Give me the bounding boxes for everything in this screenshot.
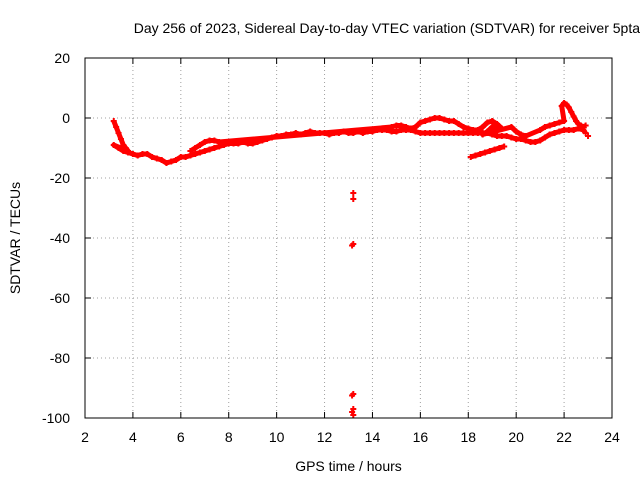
x-tick-label: 24 bbox=[604, 429, 620, 445]
y-tick-label: -40 bbox=[50, 230, 70, 246]
x-tick-label: 16 bbox=[413, 429, 429, 445]
x-tick-label: 6 bbox=[177, 429, 185, 445]
data-point bbox=[349, 242, 356, 249]
series-upper-band bbox=[187, 100, 589, 154]
grid-layer bbox=[85, 58, 612, 418]
series-main-band bbox=[110, 118, 589, 166]
y-tick-label: 0 bbox=[62, 110, 70, 126]
x-tick-label: 10 bbox=[269, 429, 285, 445]
data-point bbox=[350, 190, 357, 196]
x-tick-label: 20 bbox=[508, 429, 524, 445]
data-point bbox=[350, 196, 357, 202]
x-tick-label: 12 bbox=[317, 429, 333, 445]
x-tick-label: 4 bbox=[129, 429, 137, 445]
x-tick-label: 8 bbox=[225, 429, 233, 445]
x-axis-label: GPS time / hours bbox=[295, 458, 402, 474]
y-tick-label: -100 bbox=[42, 410, 70, 426]
x-tick-label: 18 bbox=[460, 429, 476, 445]
x-tick-label: 2 bbox=[81, 429, 89, 445]
x-tick-label: 22 bbox=[556, 429, 572, 445]
y-tick-label: 20 bbox=[54, 50, 70, 66]
x-tick-label: 14 bbox=[365, 429, 381, 445]
y-axis-label: SDTVAR / TECUs bbox=[7, 182, 23, 294]
data-point bbox=[350, 412, 357, 418]
series-late-segment bbox=[467, 143, 508, 160]
plot-frame bbox=[84, 57, 613, 419]
series-band-late-segment bbox=[469, 144, 505, 160]
series-band-upper-band bbox=[189, 100, 587, 154]
series-outliers bbox=[349, 133, 592, 418]
y-tick-label: -20 bbox=[50, 170, 70, 186]
chart-title: Day 256 of 2023, Sidereal Day-to-day VTE… bbox=[134, 20, 640, 36]
y-tick-label: -80 bbox=[50, 350, 70, 366]
y-tick-label: -60 bbox=[50, 290, 70, 306]
data-point bbox=[585, 133, 592, 139]
data-point bbox=[349, 392, 356, 399]
data-points-layer bbox=[110, 100, 592, 418]
